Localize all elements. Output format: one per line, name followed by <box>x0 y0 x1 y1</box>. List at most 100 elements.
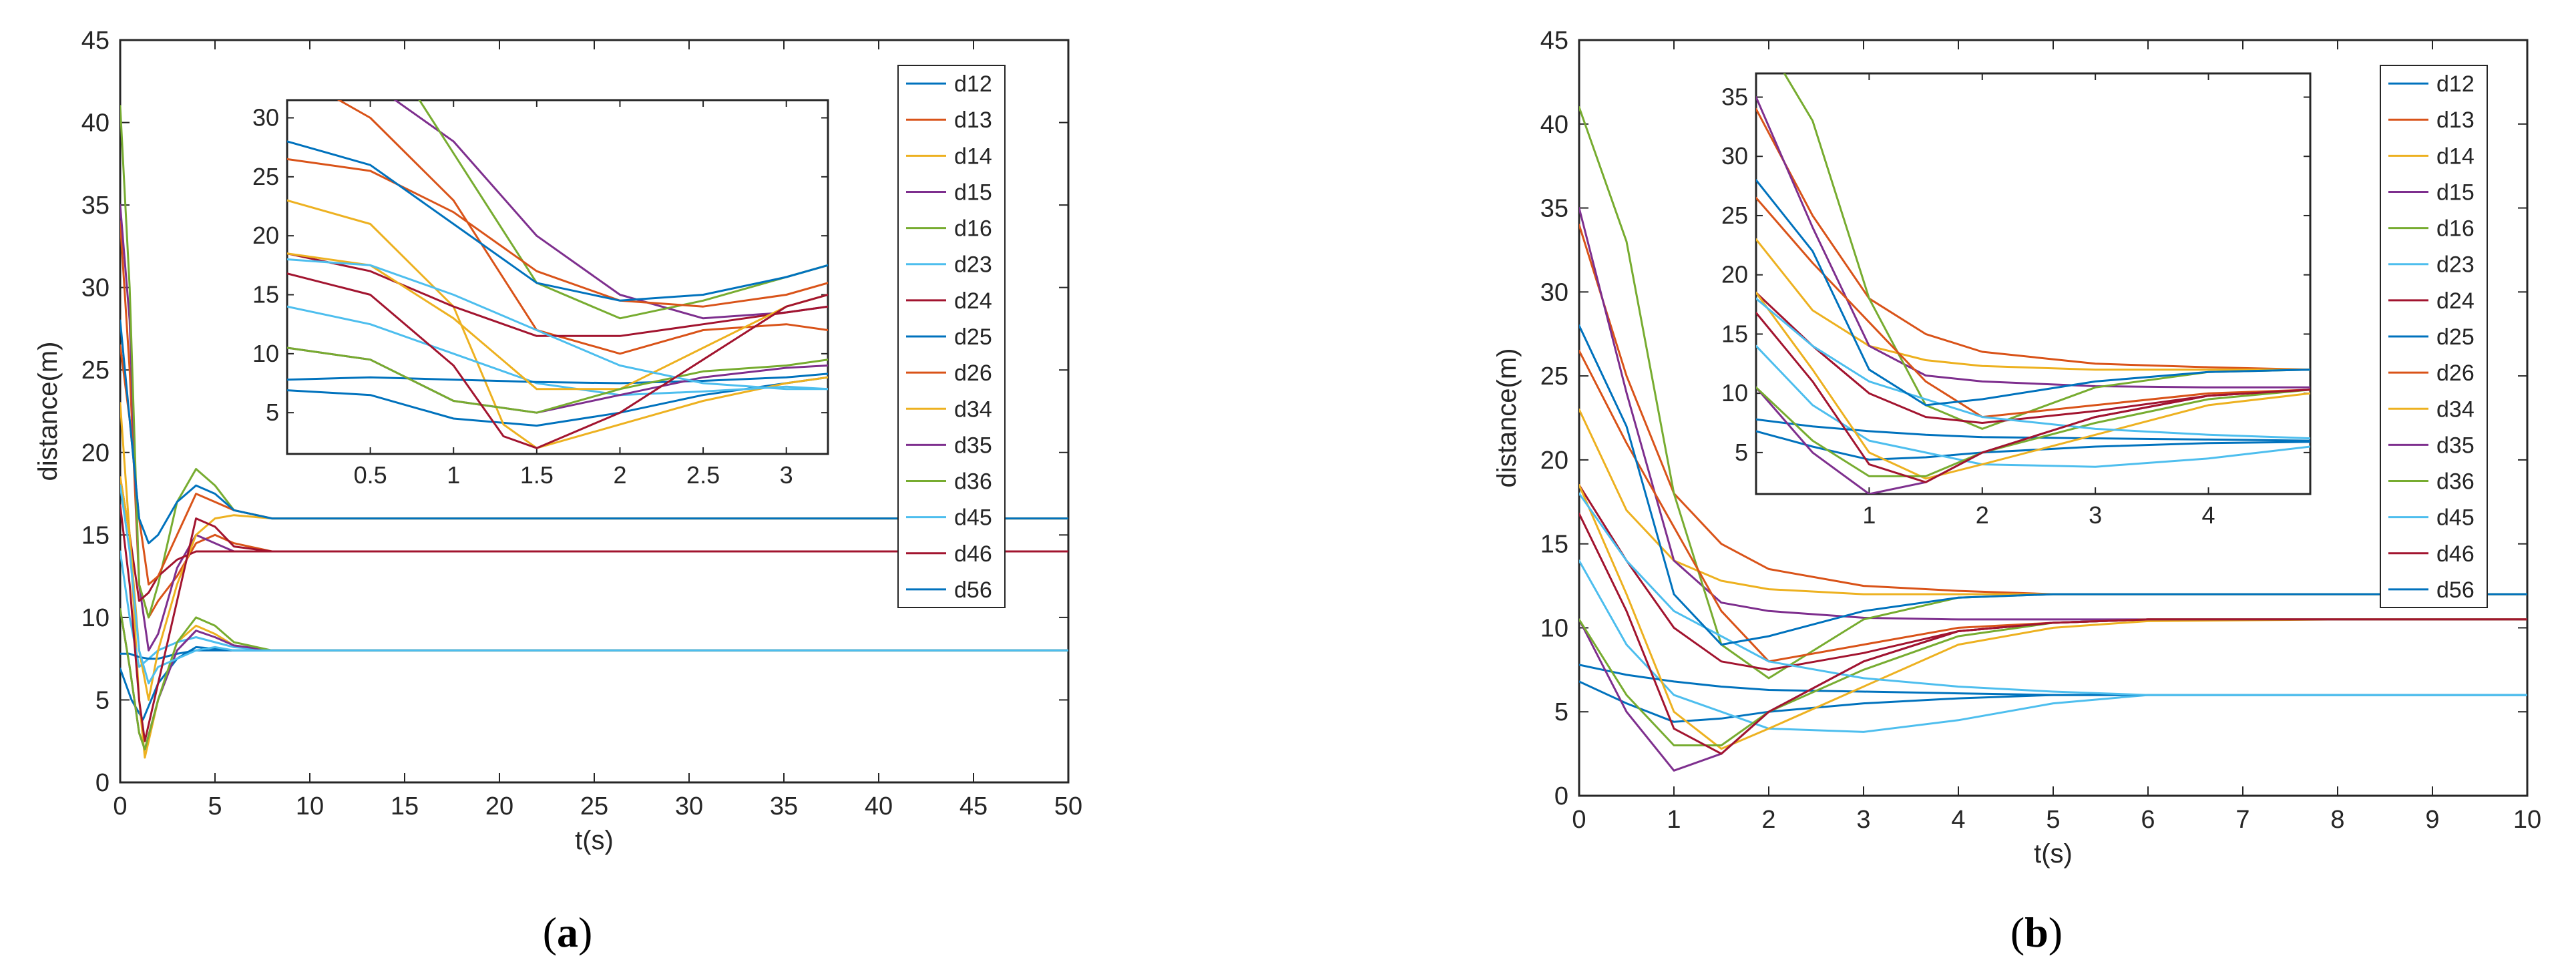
chart-a-legend-label-d46: d46 <box>954 541 992 567</box>
chart-b-legend-label-d45: d45 <box>2436 505 2475 531</box>
chart-a-ytick-label: 40 <box>81 109 110 138</box>
chart-b-inset-lines <box>1756 73 2310 494</box>
chart-a-xtick-label: 30 <box>675 792 703 820</box>
chart-b-xtick-label: 10 <box>2513 806 2541 834</box>
chart-b-inset-line-d46 <box>1756 312 2310 483</box>
chart-a-ylabel: distance(m) <box>33 342 63 481</box>
chart-a-lines <box>120 105 1068 759</box>
chart-a-xtick-label: 10 <box>296 792 324 820</box>
chart-b-legend-label-d25: d25 <box>2436 324 2475 350</box>
chart-b-inset-line-d34 <box>1756 291 2310 480</box>
chart-b-ytick-label: 45 <box>1540 27 1568 55</box>
chart-a-line-d46 <box>120 504 1068 742</box>
chart-b-ytick-label: 40 <box>1540 111 1568 139</box>
chart-a-xtick-label: 25 <box>580 792 608 820</box>
chart-b-line-d46 <box>1579 512 2527 755</box>
chart-b-inset-xtick-label: 1 <box>1862 501 1876 529</box>
chart-a-line-d56 <box>120 319 1068 545</box>
chart-b-inset-line-d45 <box>1756 297 2310 440</box>
chart-a-caption: (a) <box>543 909 593 956</box>
chart-a-ytick-label: 5 <box>95 686 110 714</box>
chart-b-inset-line-d14 <box>1756 238 2310 371</box>
chart-a-caption-close: ) <box>578 909 592 956</box>
chart-a-legend-label-d23: d23 <box>954 252 992 278</box>
chart-b-xtick-label: 3 <box>1856 806 1870 834</box>
chart-b-caption-letter: b <box>2024 909 2049 956</box>
chart-a-ytick-label: 0 <box>95 769 110 797</box>
chart-a-inset-line-d46 <box>287 272 828 449</box>
chart-a-ytick-label: 20 <box>81 439 110 467</box>
chart-b-caption-close: ) <box>2049 909 2063 956</box>
chart-b-ytick-label: 10 <box>1540 614 1568 642</box>
chart-a-inset-line-d13 <box>337 100 828 355</box>
chart-b-inset-xtick-label: 3 <box>2089 501 2102 529</box>
chart-a-legend-label-d13: d13 <box>954 107 992 133</box>
chart-b-inset-line-d12 <box>1756 430 2310 461</box>
chart-b-xlabel: t(s) <box>2034 839 2073 869</box>
chart-a-ytick-label: 25 <box>81 356 110 385</box>
chart-b-inset-ytick-label: 5 <box>1735 439 1748 466</box>
chart-a-legend-label-d56: d56 <box>954 577 992 603</box>
chart-b-legend-label-d36: d36 <box>2436 469 2475 495</box>
chart-b-ytick-label: 15 <box>1540 531 1568 559</box>
chart-b-inset-xtick-label: 2 <box>1976 501 1989 529</box>
chart-b-xtick-label: 0 <box>1572 806 1586 834</box>
chart-b-ytick-label: 30 <box>1540 278 1568 306</box>
chart-a-inset-line-d45 <box>287 258 828 391</box>
chart-b-line-d45 <box>1579 492 2527 696</box>
chart-b-inset-ytick-label: 35 <box>1721 83 1748 110</box>
chart-a-caption-open: ( <box>543 909 557 956</box>
chart-a-inset-xtick-label: 1.5 <box>520 461 554 489</box>
chart-a-legend-label-d16: d16 <box>954 216 992 242</box>
chart-a-inset-xtick-label: 2 <box>613 461 626 489</box>
chart-b-xtick-label: 2 <box>1761 806 1775 834</box>
chart-a-ytick-label: 35 <box>81 192 110 220</box>
chart-b-ytick-label: 25 <box>1540 362 1568 391</box>
chart-a-xtick-label: 40 <box>865 792 893 820</box>
chart-a-inset-box <box>286 99 829 455</box>
chart-a-inset-line-d26 <box>287 158 828 308</box>
chart-a-xtick-label: 5 <box>208 792 222 820</box>
chart-a-xtick-label: 45 <box>959 792 988 820</box>
chart-b-xtick-label: 7 <box>2235 806 2249 834</box>
chart-b-xtick-label: 6 <box>2141 806 2155 834</box>
chart-a-ytick-label: 30 <box>81 274 110 302</box>
chart-b-legend-label-d34: d34 <box>2436 397 2475 422</box>
chart-b-inset-line-d15 <box>1756 96 2310 389</box>
chart-b-legend-label-d26: d26 <box>2436 360 2475 386</box>
chart-b-legend-label-d35: d35 <box>2436 433 2475 458</box>
chart-a-inset-line-d56 <box>287 140 828 302</box>
chart-b-xtick-label: 5 <box>2046 806 2060 834</box>
chart-a-legend-label-d35: d35 <box>954 433 992 458</box>
chart-a-inset-line-d25 <box>287 373 828 385</box>
chart-b-legend-label-d56: d56 <box>2436 577 2475 603</box>
chart-a-inset-xtick-label: 1 <box>447 461 460 489</box>
chart-b-inset-ytick-label: 25 <box>1721 202 1748 229</box>
chart-b-inset-line-d13 <box>1756 107 2310 371</box>
chart-b-ytick-label: 0 <box>1554 782 1568 810</box>
chart-b-inset-line-d56 <box>1756 179 2310 407</box>
chart-b-inset-line-d23 <box>1756 344 2310 468</box>
chart-b-legend-label-d16: d16 <box>2436 216 2475 242</box>
chart-b-xtick-label: 8 <box>2330 806 2344 834</box>
chart-b-xtick-label: 1 <box>1667 806 1681 834</box>
chart-a-xtick-label: 35 <box>770 792 798 820</box>
chart-a-inset-lines <box>287 100 828 449</box>
chart-a-xtick-label: 20 <box>485 792 513 820</box>
chart-b-ylabel: distance(m) <box>1492 348 1522 488</box>
chart-b-legend-label-d13: d13 <box>2436 107 2475 133</box>
chart-b-inset-line-d25 <box>1756 418 2310 442</box>
chart-b-inset-ytick-label: 30 <box>1721 142 1748 170</box>
chart-b-inset-ytick-label: 20 <box>1721 261 1748 288</box>
chart-a-legend-label-d25: d25 <box>954 324 992 350</box>
chart-a-legend-label-d15: d15 <box>954 180 992 205</box>
chart-a-legend-label-d14: d14 <box>954 144 992 169</box>
chart-a-xtick-label: 15 <box>391 792 419 820</box>
chart-a-line-d45 <box>120 484 1068 685</box>
chart-a-inset-ytick-label: 25 <box>252 163 279 190</box>
chart-a-xlabel: t(s) <box>575 826 614 855</box>
chart-a-xtick-label: 50 <box>1054 792 1082 820</box>
chart-b-xtick-label: 9 <box>2425 806 2439 834</box>
chart-b-caption: (b) <box>2010 909 2063 956</box>
